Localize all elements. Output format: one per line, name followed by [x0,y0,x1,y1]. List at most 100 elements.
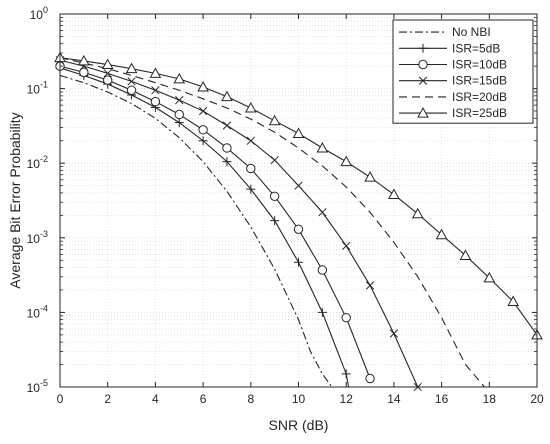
y-tick-exponent: 0 [43,5,48,15]
x-tick-label: 8 [247,392,254,406]
x-marker [103,69,112,78]
legend-label: ISR=20dB [452,90,507,104]
x-tick-label: 4 [152,392,159,406]
x-marker [342,241,351,251]
triangle-marker [388,188,400,200]
plus-marker [317,307,327,317]
triangle-marker [197,80,209,92]
series-isr-20db [59,57,485,388]
series-line [59,67,350,388]
y-axis-label: Average Bit Error Probability [7,112,23,288]
triangle-marker [316,141,329,153]
x-tick-label: 16 [435,392,449,406]
legend-item: ISR=10dB [399,58,507,72]
y-tick-label: 100 [30,5,48,22]
circle-marker [126,85,137,95]
triangle-marker [221,90,233,102]
triangle-marker [101,58,114,70]
x-marker [198,106,208,116]
circle-marker [418,59,428,70]
series-no-nbi [59,74,333,388]
y-tick-base: 10 [27,306,41,320]
triangle-marker [149,67,162,78]
legend-item: No NBI [399,25,491,39]
circle-marker [198,125,208,135]
x-tick-label: 14 [387,392,401,406]
circle-marker [174,109,184,120]
triangle-marker [173,72,186,84]
circle-marker [79,67,89,78]
y-tick-base: 10 [27,381,41,395]
triangle-marker [417,107,429,118]
triangle-marker [483,271,496,283]
triangle-marker [340,155,353,167]
y-tick-label: 10-5 [27,378,48,395]
y-tick-base: 10 [27,232,41,246]
y-tick-exponent: -1 [40,80,48,90]
series-isr-15db [55,56,422,392]
legend-item: ISR=20dB [399,90,507,104]
triangle-marker [244,101,257,113]
plus-marker [270,216,280,226]
x-tick-label: 18 [483,392,497,406]
circle-marker [341,312,351,323]
x-axis-label: SNR (dB) [269,417,329,433]
y-tick-label: 10-3 [27,229,48,246]
triangle-marker [78,54,90,66]
series-line [59,57,485,388]
series-isr-25db [54,51,543,340]
x-marker [294,181,303,190]
plus-marker [198,136,208,146]
circle-marker [222,143,232,153]
tick-layer [59,13,538,388]
x-marker [418,76,428,85]
series-line [59,74,333,388]
legend-item: ISR=25dB [399,106,507,120]
y-tick-base: 10 [30,8,44,22]
plus-marker [222,157,232,167]
x-marker [127,77,136,86]
y-tick-exponent: -2 [40,154,48,164]
x-marker [175,96,184,105]
circle-marker [317,265,328,275]
triangle-marker [459,249,472,260]
triangle-marker [411,207,424,219]
circle-marker [365,373,375,384]
plus-marker [418,43,428,53]
legend-label: ISR=5dB [452,41,500,55]
x-tick-label: 0 [57,392,64,406]
triangle-marker [268,114,281,126]
legend-label: ISR=15dB [452,74,507,88]
y-tick-base: 10 [27,83,41,97]
x-marker [222,121,232,130]
x-marker [318,208,327,217]
y-tick-base: 10 [27,157,41,171]
legend-label: ISR=10dB [452,58,507,72]
triangle-marker [507,295,519,306]
x-tick-label: 2 [104,392,111,406]
circle-marker [103,75,113,85]
plus-marker [341,369,351,379]
x-marker [365,281,375,290]
legend-box [392,19,534,124]
x-tick-label: 12 [340,392,354,406]
x-marker [246,136,255,145]
series-layer [54,51,543,392]
triangle-marker [364,171,376,182]
legend-item: ISR=5dB [399,41,500,55]
y-tick-exponent: -3 [40,229,48,239]
y-tick-exponent: -4 [40,303,48,313]
x-tick-label: 6 [200,392,207,406]
x-marker [151,86,160,95]
triangle-marker [125,62,138,74]
legend-label: No NBI [452,25,491,39]
plus-marker [294,257,303,267]
series-line [59,59,419,388]
x-tick-label: 10 [292,392,306,406]
y-tick-label: 10-1 [27,80,48,97]
triangle-marker [435,228,448,240]
plus-marker [174,118,184,128]
